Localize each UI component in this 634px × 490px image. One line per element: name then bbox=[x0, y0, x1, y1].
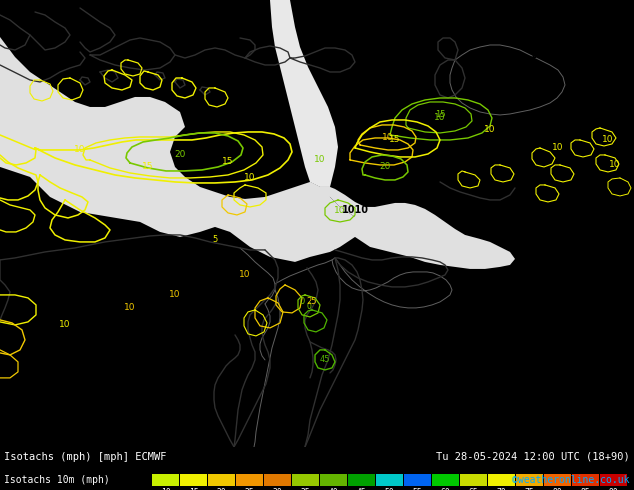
Text: ©weatheronline.co.uk: ©weatheronline.co.uk bbox=[512, 475, 630, 485]
Text: 10: 10 bbox=[602, 135, 614, 145]
Text: 10: 10 bbox=[59, 320, 71, 329]
Text: 60: 60 bbox=[441, 488, 450, 490]
Bar bbox=[460, 474, 487, 486]
Polygon shape bbox=[310, 182, 515, 269]
Bar bbox=[488, 474, 515, 486]
Bar bbox=[264, 474, 291, 486]
Text: 10: 10 bbox=[552, 144, 564, 152]
Text: 10: 10 bbox=[609, 160, 621, 170]
Text: 15: 15 bbox=[142, 163, 154, 172]
Text: 20: 20 bbox=[379, 163, 391, 172]
Text: 10: 10 bbox=[124, 303, 136, 313]
Text: 10: 10 bbox=[239, 270, 251, 279]
Text: 85: 85 bbox=[581, 488, 590, 490]
Text: 0: 0 bbox=[307, 302, 311, 312]
Text: 0: 0 bbox=[299, 297, 304, 306]
Text: Isotachs (mph) [mph] ECMWF: Isotachs (mph) [mph] ECMWF bbox=[4, 452, 167, 462]
Bar bbox=[292, 474, 319, 486]
Text: 1010: 1010 bbox=[342, 205, 368, 215]
Bar bbox=[516, 474, 543, 486]
Text: 10: 10 bbox=[244, 173, 256, 182]
Text: 10: 10 bbox=[74, 146, 86, 154]
Text: 15: 15 bbox=[389, 135, 401, 145]
Text: 70: 70 bbox=[496, 488, 507, 490]
Text: 55: 55 bbox=[413, 488, 422, 490]
Bar bbox=[320, 474, 347, 486]
Polygon shape bbox=[0, 0, 355, 262]
Polygon shape bbox=[270, 0, 338, 187]
Text: 30: 30 bbox=[273, 488, 282, 490]
Text: 15: 15 bbox=[435, 110, 445, 120]
Text: 1015: 1015 bbox=[529, 50, 557, 60]
Bar bbox=[152, 474, 179, 486]
Bar bbox=[376, 474, 403, 486]
Bar bbox=[348, 474, 375, 486]
Text: 80: 80 bbox=[553, 488, 562, 490]
Bar bbox=[180, 474, 207, 486]
Text: 15: 15 bbox=[223, 157, 234, 167]
Text: 45: 45 bbox=[320, 355, 330, 365]
Text: 10: 10 bbox=[160, 488, 171, 490]
Text: Tu 28-05-2024 12:00 UTC (18+90): Tu 28-05-2024 12:00 UTC (18+90) bbox=[436, 452, 630, 462]
Text: 5: 5 bbox=[212, 235, 217, 245]
Text: 65: 65 bbox=[469, 488, 479, 490]
Bar bbox=[432, 474, 459, 486]
Text: 50: 50 bbox=[385, 488, 394, 490]
Text: 35: 35 bbox=[301, 488, 311, 490]
Text: Isotachs 10m (mph): Isotachs 10m (mph) bbox=[4, 475, 110, 485]
Text: 10: 10 bbox=[169, 291, 181, 299]
Bar bbox=[600, 474, 627, 486]
Text: 10: 10 bbox=[484, 125, 496, 134]
Bar bbox=[208, 474, 235, 486]
Text: 20: 20 bbox=[217, 488, 226, 490]
Text: 10: 10 bbox=[382, 133, 394, 143]
Bar bbox=[572, 474, 599, 486]
Text: 15: 15 bbox=[189, 488, 198, 490]
Text: 90: 90 bbox=[609, 488, 618, 490]
Bar bbox=[236, 474, 263, 486]
Text: 10: 10 bbox=[314, 155, 326, 165]
Text: 10: 10 bbox=[434, 114, 446, 122]
Bar bbox=[544, 474, 571, 486]
Text: 40: 40 bbox=[328, 488, 339, 490]
Text: 25: 25 bbox=[307, 297, 317, 306]
Text: 10: 10 bbox=[334, 206, 346, 216]
Text: 45: 45 bbox=[356, 488, 366, 490]
Text: 20: 20 bbox=[174, 150, 186, 159]
Text: 25: 25 bbox=[245, 488, 254, 490]
Text: 75: 75 bbox=[524, 488, 534, 490]
Bar bbox=[404, 474, 431, 486]
